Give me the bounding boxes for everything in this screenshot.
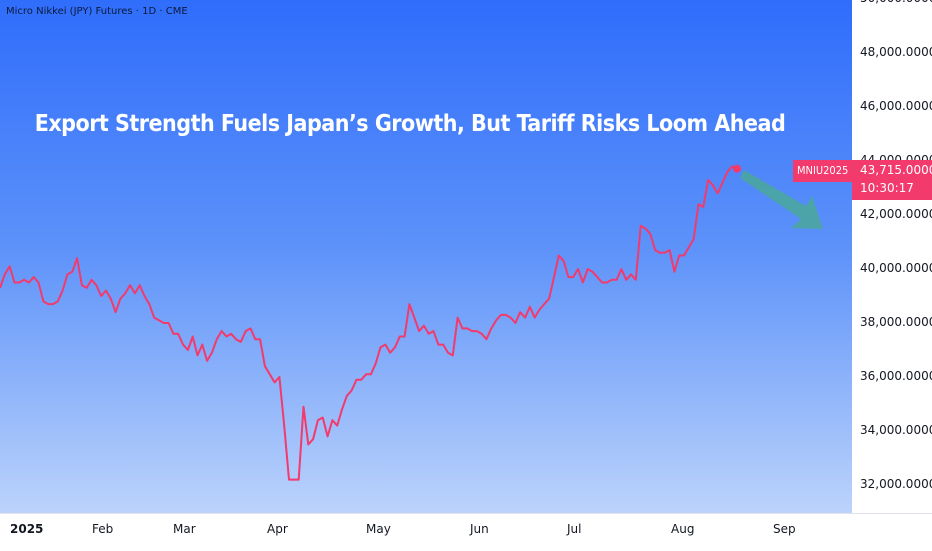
projection-arrow (740, 170, 823, 229)
symbol-tag: MNIU2025 (793, 160, 853, 182)
x-tick-label: Sep (773, 522, 796, 536)
time-axis[interactable] (0, 513, 932, 551)
y-tick-label: 46,000.0000 (860, 99, 932, 113)
x-tick-label: Jun (470, 522, 489, 536)
y-tick-label: 42,000.0000 (860, 207, 932, 221)
x-tick-label: Mar (173, 522, 196, 536)
y-tick-label: 48,000.0000 (860, 45, 932, 59)
last-price-tag: 43,715.0000 10:30:17 (852, 160, 932, 200)
y-tick-label: 38,000.0000 (860, 315, 932, 329)
headline: Export Strength Fuels Japan’s Growth, Bu… (34, 111, 786, 137)
y-tick-label: 36,000.0000 (860, 369, 932, 383)
price-series-line (0, 165, 738, 481)
x-tick-label: Jul (567, 522, 582, 536)
x-tick-label: 2025 (10, 522, 44, 536)
y-tick-label: 32,000.0000 (860, 477, 932, 491)
y-tick-label: 50,000.0000 (860, 0, 932, 5)
price-axis[interactable] (852, 0, 932, 513)
last-price-value: 43,715.0000 (860, 163, 932, 177)
bar-countdown: 10:30:17 (860, 181, 914, 195)
y-tick-label: 40,000.0000 (860, 261, 932, 275)
symbol-title: Micro Nikkei (JPY) Futures · 1D · CME (6, 6, 188, 17)
last-price-dot (733, 164, 741, 173)
y-tick-label: 34,000.0000 (860, 423, 932, 437)
x-tick-label: Aug (671, 522, 695, 536)
x-tick-label: Feb (92, 522, 114, 536)
x-tick-label: Apr (267, 522, 288, 536)
x-tick-label: May (366, 522, 391, 536)
